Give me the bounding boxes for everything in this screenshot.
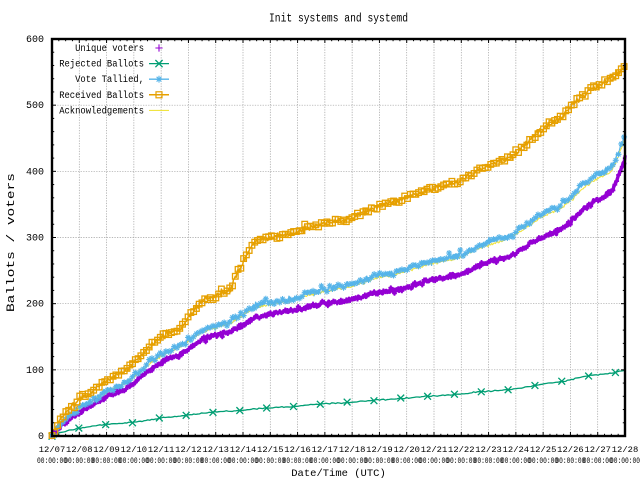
svg-text:Vote Tallied,: Vote Tallied, xyxy=(75,74,144,86)
svg-text:00:00:00: 00:00:00 xyxy=(392,456,422,466)
svg-text:600: 600 xyxy=(26,35,44,46)
svg-text:300: 300 xyxy=(26,234,44,245)
svg-text:00:00:00: 00:00:00 xyxy=(310,456,340,466)
svg-text:12/22: 12/22 xyxy=(448,445,475,455)
svg-text:00:00:00: 00:00:00 xyxy=(173,456,203,466)
svg-text:00:00:00: 00:00:00 xyxy=(255,456,285,466)
svg-text:00:00:00: 00:00:00 xyxy=(37,456,67,466)
svg-text:00:00:00: 00:00:00 xyxy=(337,456,367,466)
svg-text:12/27: 12/27 xyxy=(584,445,611,455)
svg-text:Date/Time (UTC): Date/Time (UTC) xyxy=(291,468,386,480)
svg-text:00:00:00: 00:00:00 xyxy=(92,456,122,466)
svg-text:00:00:00: 00:00:00 xyxy=(364,456,394,466)
svg-text:12/28: 12/28 xyxy=(612,445,639,455)
svg-text:12/07: 12/07 xyxy=(39,445,66,455)
svg-text:12/18: 12/18 xyxy=(339,445,366,455)
svg-text:Received Ballots: Received Ballots xyxy=(59,90,144,102)
svg-text:12/12: 12/12 xyxy=(175,445,202,455)
svg-text:200: 200 xyxy=(26,300,44,311)
svg-text:00:00:00: 00:00:00 xyxy=(64,456,94,466)
svg-text:00:00:00: 00:00:00 xyxy=(610,456,640,466)
svg-text:Ballots / voters: Ballots / voters xyxy=(6,173,18,312)
svg-text:12/24: 12/24 xyxy=(503,445,530,455)
svg-text:100: 100 xyxy=(26,366,44,377)
svg-text:12/14: 12/14 xyxy=(230,445,257,455)
svg-text:00:00:00: 00:00:00 xyxy=(446,456,476,466)
svg-text:12/13: 12/13 xyxy=(202,445,229,455)
svg-text:00:00:00: 00:00:00 xyxy=(419,456,449,466)
svg-text:12/11: 12/11 xyxy=(148,445,175,455)
svg-text:00:00:00: 00:00:00 xyxy=(474,456,504,466)
svg-text:00:00:00: 00:00:00 xyxy=(555,456,585,466)
svg-text:00:00:00: 00:00:00 xyxy=(501,456,531,466)
svg-text:12/21: 12/21 xyxy=(421,445,448,455)
svg-text:Init systems and systemd: Init systems and systemd xyxy=(269,13,408,26)
svg-text:00:00:00: 00:00:00 xyxy=(201,456,231,466)
svg-text:00:00:00: 00:00:00 xyxy=(283,456,313,466)
svg-text:00:00:00: 00:00:00 xyxy=(228,456,258,466)
svg-text:00:00:00: 00:00:00 xyxy=(119,456,149,466)
svg-text:Unique voters: Unique voters xyxy=(75,43,144,55)
svg-text:400: 400 xyxy=(26,167,44,178)
svg-text:500: 500 xyxy=(26,101,44,112)
svg-text:00:00:00: 00:00:00 xyxy=(583,456,613,466)
svg-text:12/16: 12/16 xyxy=(284,445,311,455)
svg-text:12/23: 12/23 xyxy=(475,445,502,455)
svg-text:12/08: 12/08 xyxy=(66,445,93,455)
svg-text:12/17: 12/17 xyxy=(312,445,339,455)
svg-text:12/10: 12/10 xyxy=(121,445,148,455)
svg-text:Acknowledgements: Acknowledgements xyxy=(59,105,144,117)
svg-text:12/25: 12/25 xyxy=(530,445,557,455)
svg-text:12/15: 12/15 xyxy=(257,445,284,455)
svg-text:Rejected Ballots: Rejected Ballots xyxy=(59,59,144,71)
svg-text:12/19: 12/19 xyxy=(366,445,393,455)
svg-text:00:00:00: 00:00:00 xyxy=(146,456,176,466)
svg-text:12/09: 12/09 xyxy=(93,445,120,455)
svg-text:12/26: 12/26 xyxy=(557,445,584,455)
svg-text:0: 0 xyxy=(38,432,44,443)
svg-text:00:00:00: 00:00:00 xyxy=(528,456,558,466)
svg-text:12/20: 12/20 xyxy=(393,445,420,455)
